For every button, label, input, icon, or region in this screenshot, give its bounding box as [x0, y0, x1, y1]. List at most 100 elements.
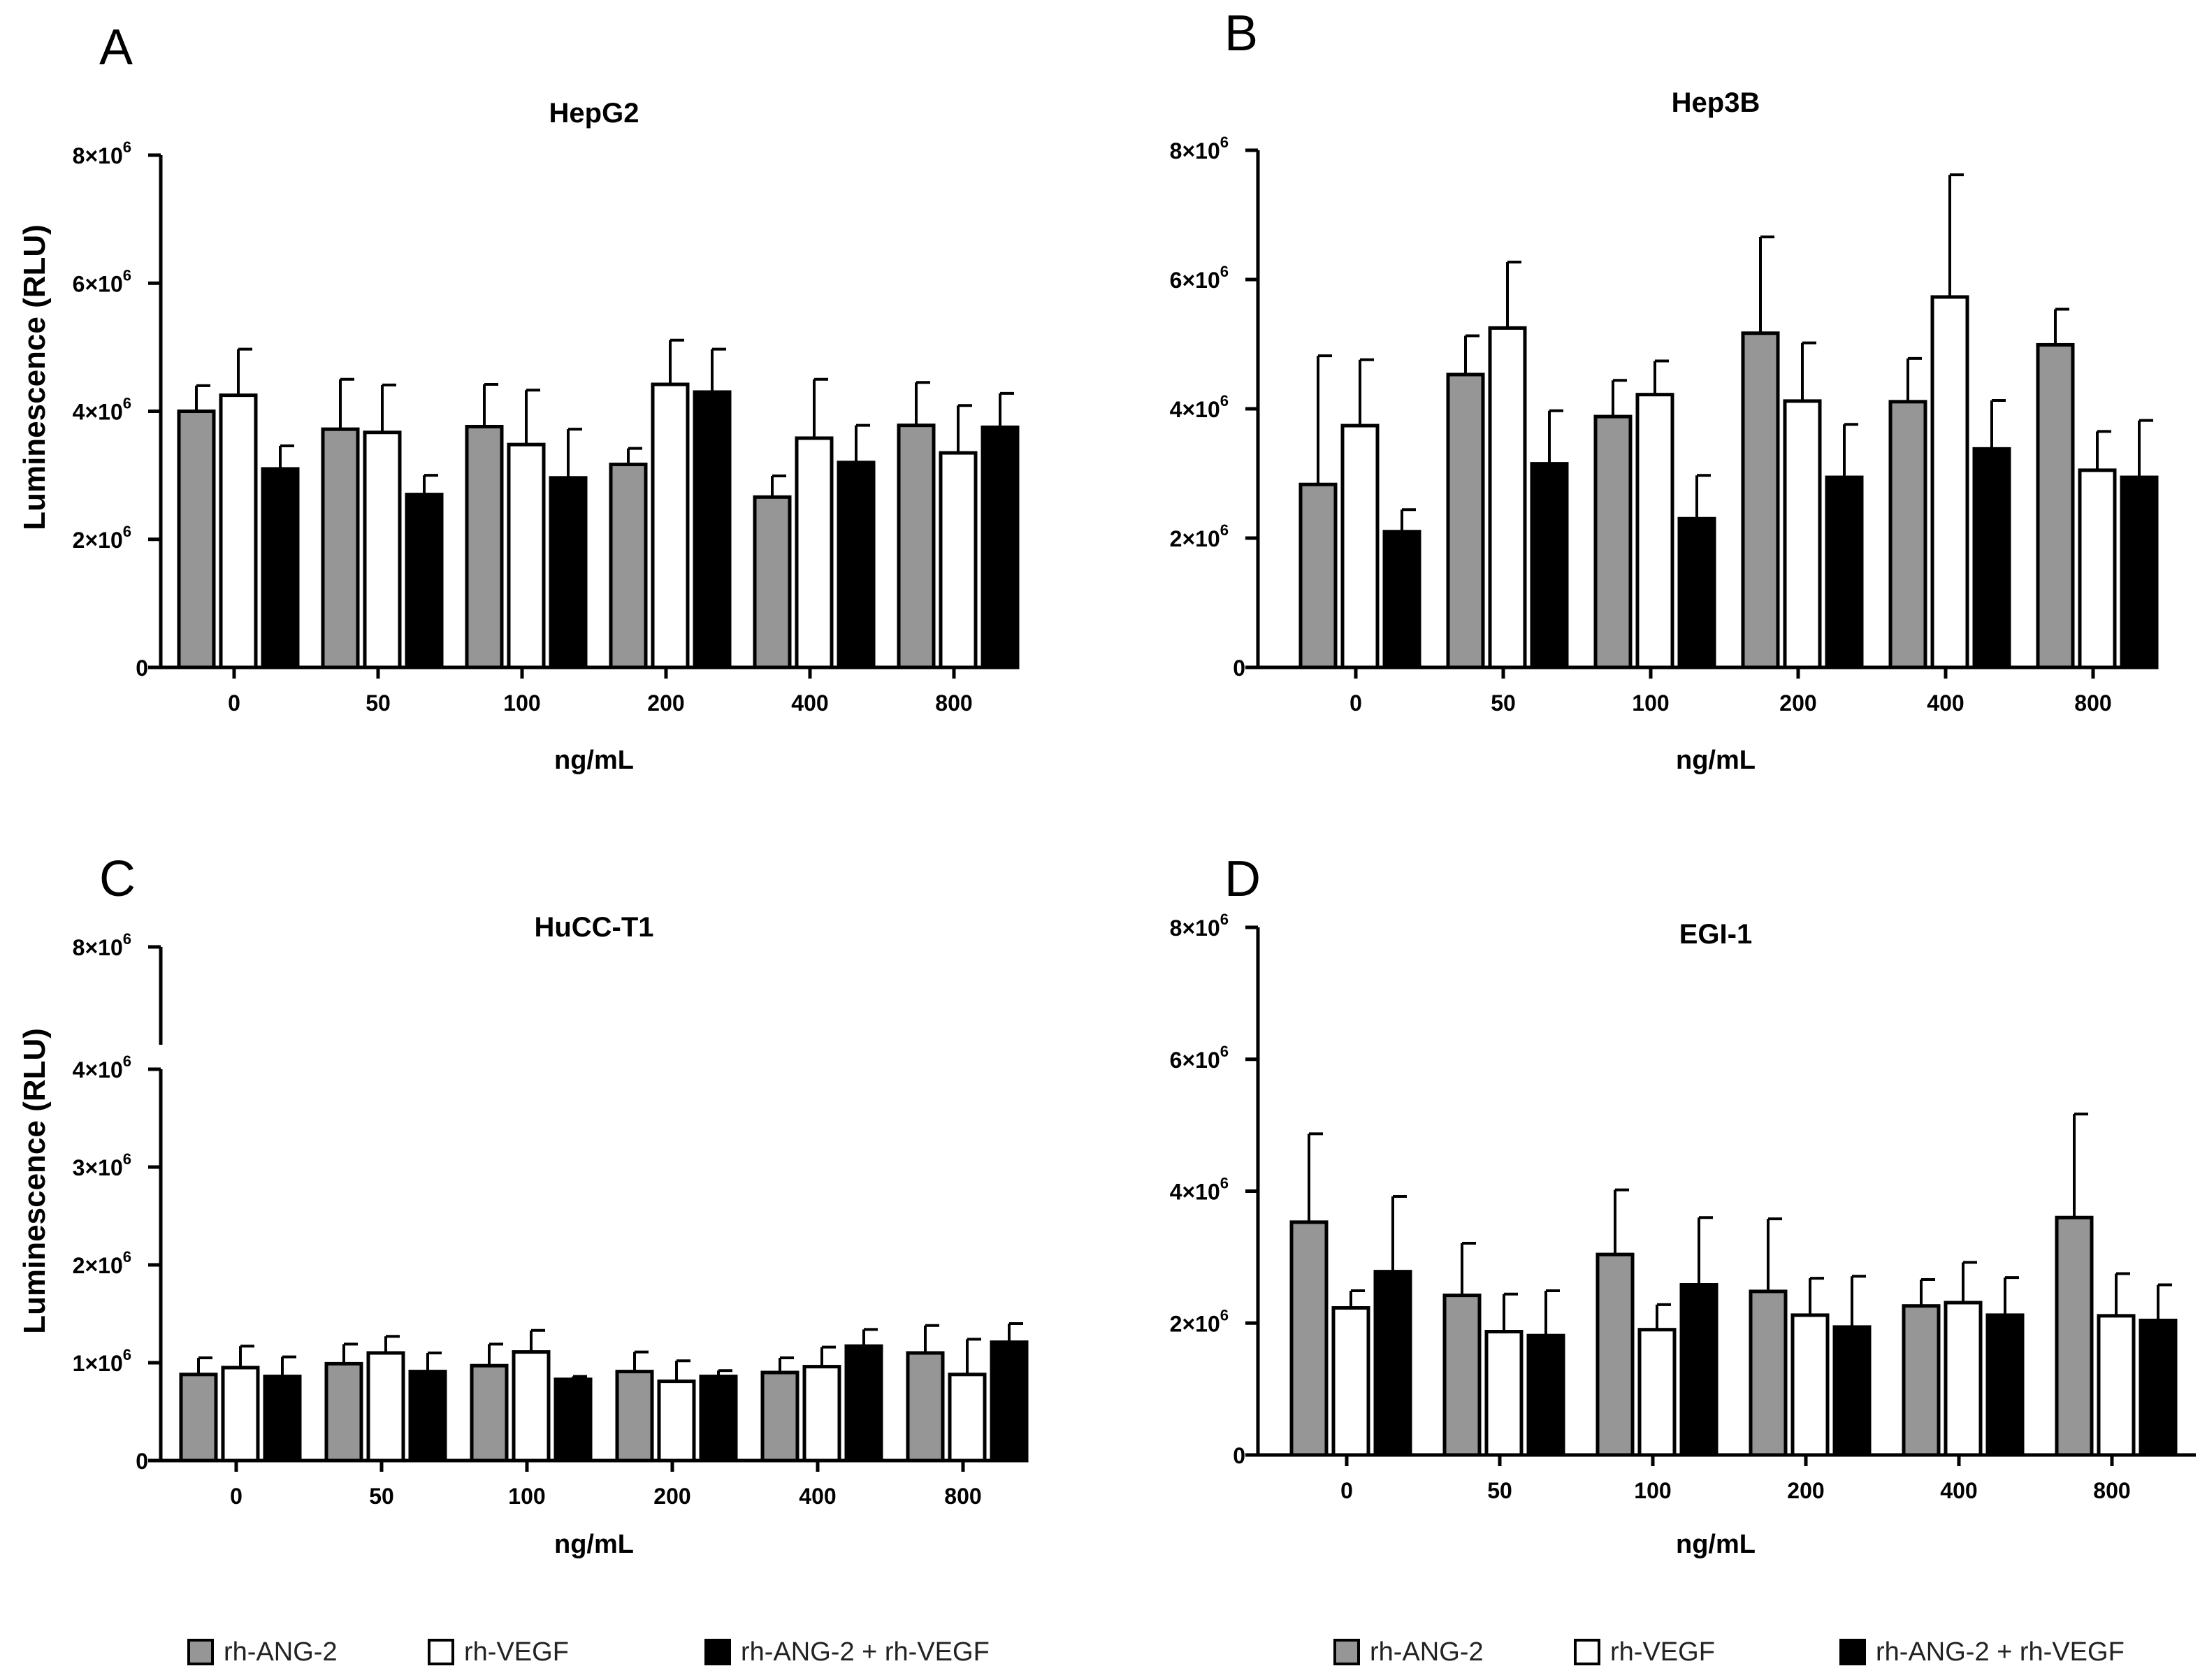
bar: [1442, 1294, 1482, 1457]
bar: [1888, 400, 1927, 669]
bar: [179, 1373, 218, 1463]
bar: [981, 425, 1020, 669]
y-tick-label: 8×106: [1170, 911, 1229, 941]
y-tick-label: 2×106: [1170, 1306, 1229, 1336]
legend-right: rh-ANG-2 rh-VEGF rh-ANG-2 + rh-VEGF: [1333, 1632, 2125, 1672]
x-tick-label: 200: [647, 690, 684, 716]
bar: [753, 495, 792, 669]
y-axis-label: Luminescence (RLU): [17, 224, 52, 530]
x-tick-label: 800: [2074, 690, 2111, 716]
x-tick-label: 400: [1940, 1478, 1977, 1503]
bar: [261, 467, 300, 669]
x-tick-label: 800: [935, 690, 972, 716]
chart-title: EGI-1: [1679, 919, 1752, 950]
y-tick-label: 0: [136, 656, 148, 681]
panel-letter: C: [99, 851, 136, 907]
bar: [693, 390, 732, 669]
chart-title: HepG2: [549, 98, 639, 129]
panel-letter: D: [1224, 851, 1261, 907]
bar: [408, 1370, 447, 1463]
y-tick-label: 8×106: [73, 138, 131, 168]
x-tick-label: 100: [1632, 690, 1669, 716]
bar: [1298, 482, 1338, 669]
bar: [1635, 393, 1674, 669]
x-tick-label: 0: [1340, 1478, 1353, 1503]
legend-left: rh-ANG-2 rh-VEGF rh-ANG-2 + rh-VEGF: [187, 1632, 990, 1672]
bar: [906, 1351, 945, 1463]
legend-label-ang2: rh-ANG-2: [224, 1637, 338, 1667]
x-tick-label: 800: [2093, 1478, 2130, 1503]
x-tick-label: 0: [1349, 690, 1362, 716]
bar: [1825, 475, 1864, 669]
bar: [1790, 1313, 1830, 1457]
bar: [795, 436, 834, 669]
bar: [363, 430, 402, 669]
bar: [1944, 1301, 1983, 1457]
bar: [2078, 468, 2117, 669]
legend-swatch-ang2: [187, 1639, 214, 1665]
bar: [760, 1370, 799, 1463]
bar: [507, 442, 546, 669]
bar: [263, 1375, 302, 1463]
bar: [2139, 1318, 2178, 1457]
legend-swatch-vegf: [428, 1639, 454, 1665]
bar: [1289, 1220, 1329, 1457]
bar: [939, 451, 978, 669]
bar: [1972, 447, 2011, 669]
legend-item-combo-right: rh-ANG-2 + rh-VEGF: [1839, 1637, 2125, 1667]
legend-item-vegf: rh-VEGF: [428, 1637, 704, 1667]
bar: [615, 1370, 654, 1463]
bar: [1749, 1289, 1788, 1457]
x-tick-label: 50: [369, 1484, 394, 1509]
y-tick-label: 0: [1233, 1443, 1245, 1468]
bar: [1331, 1306, 1370, 1457]
y-tick-label: 2×106: [73, 523, 131, 553]
chart-panel-c: C HuCC-T1 Luminescence (RLU) ng/mL 0 1×106 2×1…: [17, 851, 1029, 1559]
bar: [1340, 423, 1380, 669]
legend-item-combo: rh-ANG-2 + rh-VEGF: [704, 1637, 990, 1667]
chart-panel-b: B Hep3B ng/mL 0 2×106 4×106 6×106 8×106 0 50 100 20…: [1170, 6, 2159, 775]
chart-panel-d: D EGI-1 ng/mL 0 2×106 4×106 6×106 8×106 0 50 100 20…: [1170, 851, 2196, 1559]
bar: [2055, 1215, 2094, 1457]
bar: [1679, 1283, 1718, 1457]
y-tick-label: 2×106: [1170, 521, 1229, 551]
y-tick-label: 4×106: [73, 1052, 131, 1082]
x-tick-label: 0: [230, 1484, 243, 1509]
x-axis-label: ng/mL: [554, 1530, 634, 1559]
y-tick-label: 4×106: [1170, 392, 1229, 422]
legend-swatch-vegf-right: [1574, 1639, 1600, 1665]
chart-title: HuCC-T1: [534, 912, 653, 943]
bar: [802, 1365, 841, 1463]
x-tick-label: 200: [1779, 690, 1816, 716]
bar: [609, 463, 648, 669]
x-tick-label: 0: [228, 690, 240, 716]
x-tick-label: 50: [366, 690, 391, 716]
bar: [1593, 414, 1633, 669]
bar: [844, 1344, 883, 1463]
legend-item-ang2-right: rh-ANG-2: [1333, 1637, 1574, 1667]
y-tick-label: 6×106: [73, 266, 131, 296]
bar: [1373, 1270, 1412, 1457]
y-tick-label: 4×106: [73, 395, 131, 425]
x-tick-label: 400: [791, 690, 828, 716]
bar: [948, 1373, 987, 1463]
legend-item-vegf-right: rh-VEGF: [1574, 1637, 1839, 1667]
y-axis-label: Luminescence (RLU): [17, 1028, 52, 1334]
legend-item-ang2: rh-ANG-2: [187, 1637, 428, 1667]
y-tick-label: 8×106: [73, 930, 131, 960]
legend-swatch-ang2-right: [1333, 1639, 1360, 1665]
legend-label-ang2-right: rh-ANG-2: [1370, 1637, 1484, 1667]
bar: [1446, 372, 1485, 669]
bar: [321, 427, 360, 669]
bar: [405, 493, 444, 669]
bar: [221, 1366, 260, 1463]
bar: [1530, 462, 1569, 669]
x-tick-label: 200: [1787, 1478, 1824, 1503]
bar: [1741, 331, 1780, 669]
bar: [366, 1351, 405, 1463]
bar: [1382, 530, 1421, 669]
legend-label-combo: rh-ANG-2 + rh-VEGF: [741, 1637, 990, 1667]
bar: [1526, 1333, 1565, 1457]
bar: [1902, 1304, 1941, 1457]
